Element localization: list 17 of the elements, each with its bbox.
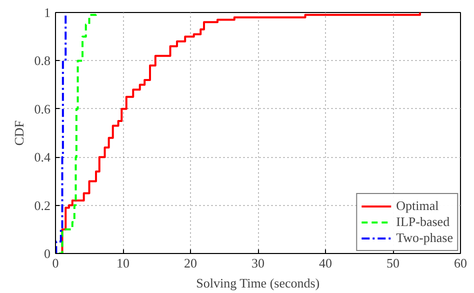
y-axis-title: CDF (11, 120, 26, 146)
legend-label: Two-phase (396, 230, 453, 246)
y-tick-label: 0 (44, 246, 50, 261)
x-tick-label: 40 (319, 256, 332, 270)
x-tick-label: 30 (252, 256, 264, 270)
x-tick-label: 20 (184, 256, 197, 270)
x-tick-label: 10 (116, 256, 130, 270)
y-tick-label: 0.6 (34, 101, 51, 116)
y-tick-label: 0.4 (34, 150, 51, 165)
y-tick-label: 0.8 (34, 53, 50, 68)
x-tick-label: 60 (454, 256, 467, 270)
x-tick-label: 50 (386, 256, 400, 270)
y-tick-label: 0.2 (34, 198, 50, 213)
legend-label: Optimal (396, 198, 439, 214)
legend-label: ILP-based (396, 214, 450, 230)
y-tick-label: 1 (44, 5, 50, 20)
x-axis-title: Solving Time (seconds) (196, 276, 320, 290)
